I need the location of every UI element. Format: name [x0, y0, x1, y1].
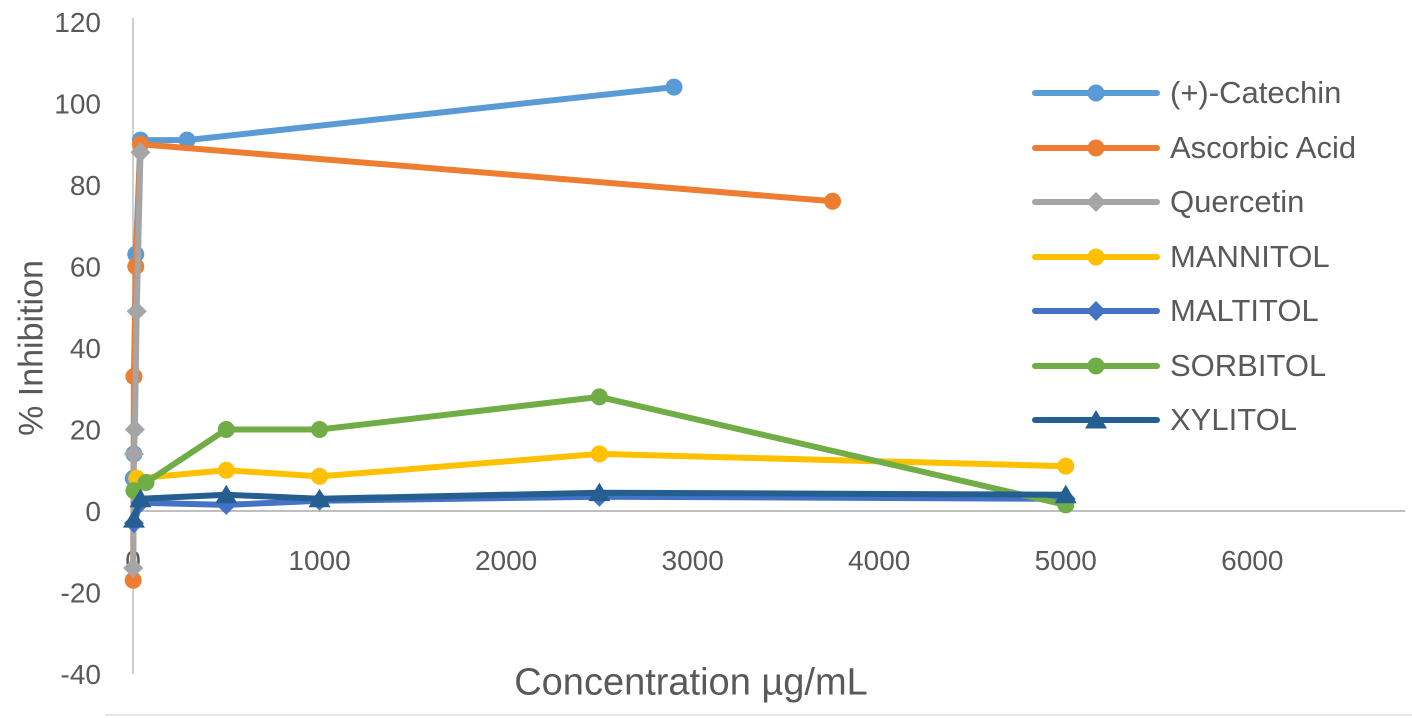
- legend-swatch-quercetin: [1032, 192, 1160, 213]
- y-tick-label: -20: [61, 578, 101, 609]
- data-point-mannitol: [590, 445, 608, 463]
- x-tick-label: 1000: [288, 545, 350, 576]
- data-point-sorbitol: [137, 473, 155, 491]
- legend-swatch-mannitol: [1032, 248, 1160, 266]
- legend-label-mannitol: MANNITOL: [1170, 238, 1330, 274]
- legend-item-xylitol: XYLITOL: [1032, 393, 1356, 448]
- legend-label-sorbitol: SORBITOL: [1170, 347, 1327, 383]
- data-point-catechin: [665, 78, 683, 96]
- series-line-ascorbic-acid: [130, 141, 836, 584]
- legend-swatch-ascorbic-acid: [1032, 139, 1160, 157]
- y-tick-label: 20: [70, 414, 101, 445]
- y-axis-title: % Inhibition: [12, 260, 51, 436]
- legend-label-quercetin: Quercetin: [1170, 184, 1305, 220]
- legend-swatch-sorbitol: [1032, 357, 1160, 375]
- data-point-quercetin: [123, 443, 144, 464]
- legend-item-catechin: (+)-Catechin: [1032, 66, 1356, 121]
- y-tick-label: 40: [70, 333, 101, 364]
- data-point-ascorbic-acid: [824, 192, 842, 210]
- legend-label-ascorbic-acid: Ascorbic Acid: [1170, 129, 1357, 165]
- data-point-mannitol: [217, 461, 235, 479]
- legend-marker-catechin: [1087, 84, 1105, 102]
- data-point-xylitol: [1054, 484, 1077, 504]
- x-axis-title: Concentration µg/mL: [514, 661, 868, 704]
- data-point-quercetin: [123, 558, 144, 579]
- legend-label-catechin: (+)-Catechin: [1170, 75, 1342, 111]
- data-point-mannitol: [311, 467, 329, 485]
- y-tick-label: 100: [54, 88, 101, 119]
- x-tick-label: 5000: [1035, 545, 1097, 576]
- legend-swatch-catechin: [1032, 84, 1160, 102]
- x-tick-label: 4000: [848, 545, 910, 576]
- legend-item-quercetin: Quercetin: [1032, 175, 1356, 230]
- data-point-sorbitol: [217, 420, 235, 438]
- legend-item-maltitol: MALTITOL: [1032, 284, 1356, 339]
- legend-swatch-xylitol: [1032, 410, 1160, 429]
- y-tick-label: 120: [54, 7, 101, 38]
- y-tick-label: 0: [85, 496, 101, 527]
- legend-marker-quercetin: [1086, 192, 1106, 213]
- legend-marker-ascorbic-acid: [1087, 139, 1105, 157]
- legend-marker-xylitol: [1085, 410, 1107, 429]
- legend-label-maltitol: MALTITOL: [1170, 293, 1319, 329]
- data-point-ascorbic-acid: [124, 571, 142, 589]
- data-point-xylitol: [122, 509, 145, 528]
- y-tick-label: 60: [70, 251, 101, 282]
- x-tick-label: 6000: [1221, 545, 1283, 576]
- x-tick-label: 3000: [662, 545, 724, 576]
- data-point-sorbitol: [590, 388, 608, 406]
- legend-item-ascorbic-acid: Ascorbic Acid: [1032, 121, 1356, 176]
- legend-swatch-maltitol: [1032, 301, 1160, 322]
- legend-label-xylitol: XYLITOL: [1170, 402, 1297, 438]
- legend-marker-maltitol: [1086, 301, 1106, 322]
- legend-marker-sorbitol: [1087, 357, 1105, 375]
- x-tick-label: 2000: [475, 545, 537, 576]
- data-point-xylitol: [129, 488, 152, 508]
- bottom-edge-line: [105, 714, 1412, 716]
- legend-marker-mannitol: [1087, 248, 1105, 266]
- data-point-xylitol: [588, 482, 611, 502]
- legend-item-sorbitol: SORBITOL: [1032, 339, 1356, 394]
- y-tick-label: 80: [70, 170, 101, 201]
- data-point-mannitol: [1057, 457, 1075, 475]
- legend-item-mannitol: MANNITOL: [1032, 230, 1356, 285]
- y-tick-label: -40: [61, 659, 101, 690]
- data-point-quercetin: [130, 142, 151, 163]
- data-point-quercetin: [126, 301, 147, 322]
- data-point-quercetin: [124, 419, 145, 440]
- data-point-xylitol: [215, 484, 238, 504]
- legend: (+)-Catechin Ascorbic Acid Quercetin MANNIT…: [1032, 66, 1356, 448]
- data-point-xylitol: [308, 488, 331, 508]
- data-point-catechin: [178, 131, 196, 149]
- data-point-sorbitol: [311, 420, 329, 438]
